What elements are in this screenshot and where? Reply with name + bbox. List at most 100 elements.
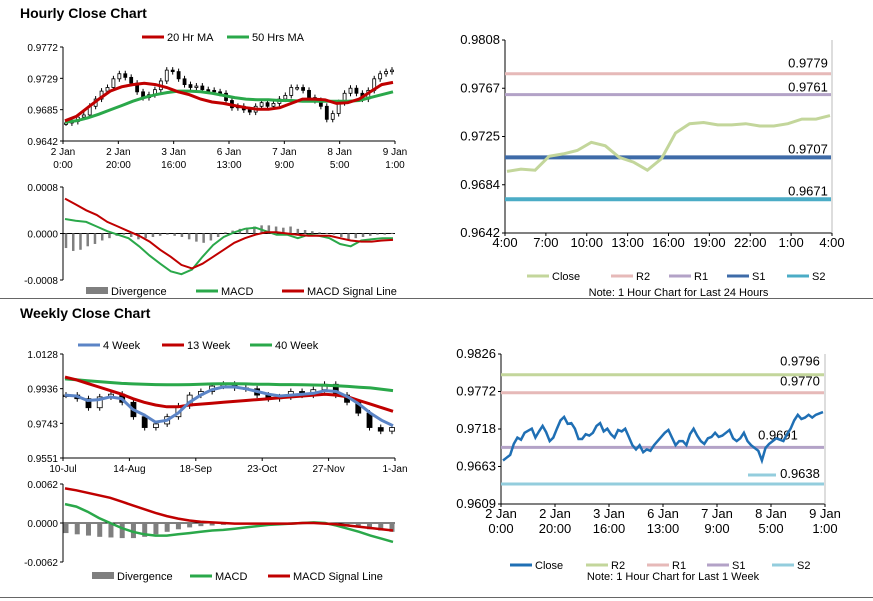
weekly-macd-ytick-label: -0.0062 <box>24 558 58 569</box>
hourly_pivot-legend-s1-label: S1 <box>752 271 765 283</box>
hourly_pivot-xtick-label: 7:00 <box>533 235 558 250</box>
hourly-legend-20hr-label: 20 Hr MA <box>167 32 214 44</box>
hourly-legend-divergence-swatch <box>86 287 108 294</box>
bottom-divider <box>0 597 873 598</box>
weekly-candle-body <box>96 396 103 409</box>
weekly-divergence-bar <box>187 523 193 528</box>
hourly_pivot-ytick-label: 0.9767 <box>460 80 500 95</box>
weekly-divergence-bar <box>389 523 395 532</box>
weekly-price-ytick-label: 0.9936 <box>27 385 58 396</box>
hourly-candle-body <box>188 84 193 88</box>
hourly-divergence-bar <box>209 233 213 241</box>
hourly-divergence-bar <box>173 233 176 236</box>
hourly-divergence-bar <box>332 233 336 235</box>
hourly-divergence-bar <box>93 233 97 244</box>
weekly_pivot-ytick-label: 0.9826 <box>456 346 496 361</box>
hourly-candle-body <box>129 76 134 84</box>
section-divider <box>0 298 873 299</box>
hourly_pivot-xtick-label: 22:00 <box>734 235 767 250</box>
hourly-candle-body <box>384 71 388 75</box>
hourly-candle-body <box>105 87 110 92</box>
hourly-candle-body <box>289 87 294 96</box>
weekly-candle-body <box>85 398 92 409</box>
hourly-price-xtick-label: 8 Jan 5:00 <box>327 147 351 171</box>
hourly-divergence-bar <box>318 232 321 234</box>
hourly-section-title: Hourly Close Chart <box>20 5 147 21</box>
hourly_pivot-level-s2-label: 0.9671 <box>788 183 828 198</box>
hourly-candle-body <box>271 103 276 107</box>
hourly-divergence-bar <box>195 233 198 242</box>
hourly_pivot-xtick-label: 16:00 <box>652 235 685 250</box>
hourly-divergence-bar <box>245 227 249 234</box>
weekly-legend-signal-label: MACD Signal Line <box>293 571 383 583</box>
hourly-candle-body <box>176 71 181 80</box>
hourly-divergence-bar <box>144 233 147 239</box>
hourly_pivot-xtick-label: 13:00 <box>611 235 644 250</box>
weekly-divergence-bar <box>209 523 215 526</box>
weekly-divergence-bar <box>378 523 384 531</box>
weekly-macd-ytick-label: 0.0000 <box>27 519 58 530</box>
hourly_pivot-ytick-label: 0.9684 <box>460 177 500 192</box>
hourly-divergence-bar <box>100 233 104 241</box>
hourly-legend-signal-label: MACD Signal Line <box>307 286 397 298</box>
hourly-price-xtick-label: 3 Jan 16:00 <box>161 147 186 171</box>
weekly-price-ytick-label: 1.0128 <box>27 350 58 361</box>
hourly-price-ytick-label: 0.9772 <box>27 43 58 54</box>
hourly-candle-body <box>117 73 122 80</box>
weekly_pivot-legend-r2-label: R2 <box>611 560 625 572</box>
weekly-legend-divergence-label: Divergence <box>117 571 173 583</box>
hourly-candle-body <box>301 87 305 91</box>
weekly-divergence-bar <box>198 523 204 527</box>
weekly-divergence-bar <box>142 523 148 537</box>
hourly-candle-body <box>348 87 353 94</box>
weekly-divergence-bar <box>130 523 136 539</box>
weekly-divergence-bar <box>85 523 91 536</box>
hourly-candle-body <box>111 78 116 88</box>
weekly-candle-body <box>153 423 159 428</box>
weekly-divergence-bar <box>355 523 361 528</box>
weekly-candle-body <box>377 427 384 432</box>
hourly-divergence-bar <box>151 233 155 237</box>
hourly-candle-body <box>354 87 359 94</box>
hourly_pivot-ytick-label: 0.9642 <box>460 225 500 240</box>
hourly-candle-body <box>390 69 394 73</box>
weekly_pivot-ytick-label: 0.9772 <box>456 384 496 399</box>
hourly_pivot-legend-s2-label: S2 <box>812 271 825 283</box>
hourly-divergence-bar <box>71 233 75 251</box>
hourly_pivot-legend-r2-label: R2 <box>636 271 650 283</box>
hourly-divergence-bar <box>166 233 169 235</box>
weekly-price-xtick-label: 1-Jan <box>382 464 407 475</box>
weekly_pivot-xtick-label: 3 Jan 16:00 <box>593 506 626 536</box>
hourly-price-xtick-label: 6 Jan 13:00 <box>216 147 241 171</box>
hourly_pivot-xtick-label: 1:00 <box>778 235 803 250</box>
hourly-divergence-bar <box>296 228 300 234</box>
weekly-legend-divergence-swatch <box>92 572 114 579</box>
hourly-candle-body <box>265 102 270 107</box>
weekly-divergence-bar <box>97 523 103 537</box>
hourly-candle-body <box>324 105 329 120</box>
hourly-candle-body <box>182 78 187 85</box>
weekly-divergence-bar <box>119 523 125 539</box>
hourly-divergence-bar <box>303 230 307 234</box>
hourly-divergence-bar <box>180 233 184 237</box>
weekly-40wk-line <box>64 377 394 393</box>
hourly-divergence-bar <box>108 233 111 239</box>
hourly-divergence-bar <box>129 233 133 237</box>
hourly_pivot-ytick-label: 0.9725 <box>460 129 500 144</box>
hourly-macd-line <box>64 218 393 276</box>
weekly_pivot-xtick-label: 9 Jan 1:00 <box>809 506 841 536</box>
hourly-price-ytick-label: 0.9685 <box>27 106 58 117</box>
hourly-divergence-bar <box>383 233 387 235</box>
hourly-candle-body <box>378 73 383 80</box>
weekly-legend-40wk-label: 40 Week <box>275 340 319 352</box>
hourly-divergence-bar <box>376 233 379 235</box>
hourly_pivot-legend-r1-label: R1 <box>694 271 708 283</box>
weekly_pivot-level-s2-label: 0.9638 <box>780 466 820 481</box>
weekly-13wk-line <box>64 375 394 413</box>
weekly-macd-line <box>64 502 394 544</box>
hourly-candle-body <box>259 102 264 107</box>
weekly-divergence-bar <box>164 523 170 532</box>
hourly-50hr-ma-line <box>64 89 394 124</box>
hourly-macd-ytick-label: -0.0008 <box>24 276 58 287</box>
